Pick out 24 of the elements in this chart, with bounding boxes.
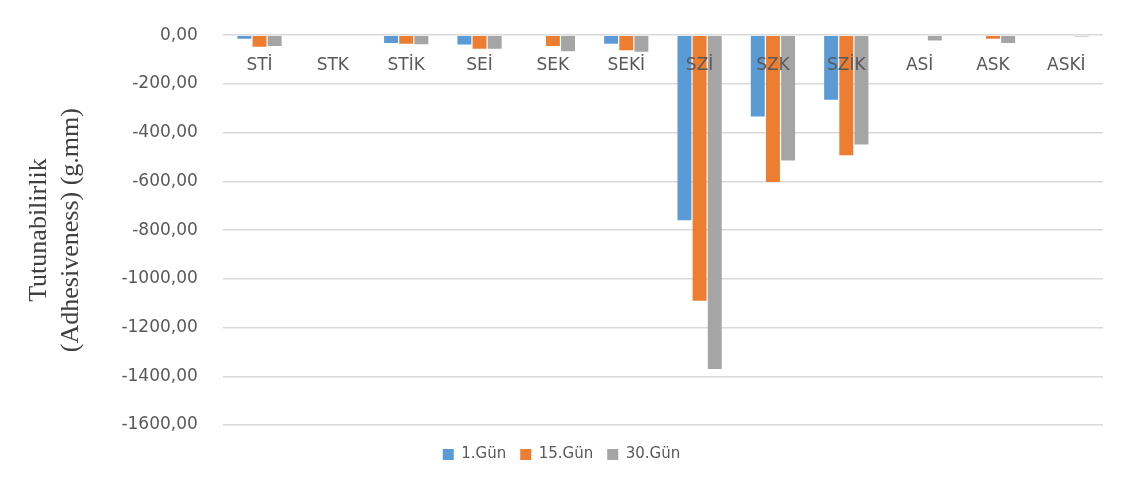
x-tick-label: ASİ — [905, 53, 934, 74]
y-tick-label: -800,00 — [132, 218, 198, 239]
y-tick-label: -400,00 — [132, 121, 198, 142]
legend-label: 1.Gün — [461, 444, 507, 463]
x-tick-label: ASK — [976, 53, 1011, 74]
x-tick-label: SEİ — [466, 53, 493, 74]
x-tick-label: SZK — [756, 53, 791, 74]
y-tick-label: -1400,00 — [121, 364, 198, 385]
y-tick-label: -200,00 — [132, 72, 198, 93]
legend-label: 15.Gün — [538, 444, 594, 463]
y-tick-label: 0,00 — [159, 23, 198, 44]
y-axis-title: Tutunabilirlik (Adhesiveness) (g.mm) — [23, 108, 84, 353]
legend-label: 30.Gün — [625, 444, 681, 463]
y-tick-label: -1200,00 — [121, 315, 198, 336]
x-tick-label: SEKİ — [607, 53, 646, 74]
x-tick-label: ASKİ — [1047, 53, 1086, 74]
x-tick-label: STK — [316, 53, 350, 74]
x-tick-label: STİ — [246, 53, 273, 74]
y-tick-label: -1600,00 — [121, 413, 198, 434]
x-tick-label: SEK — [536, 53, 571, 74]
y-tick-label: -600,00 — [132, 169, 198, 190]
x-tick-label: STİK — [387, 53, 426, 74]
y-tick-label: -1000,00 — [121, 267, 198, 288]
x-tick-label: SZİK — [826, 53, 867, 74]
